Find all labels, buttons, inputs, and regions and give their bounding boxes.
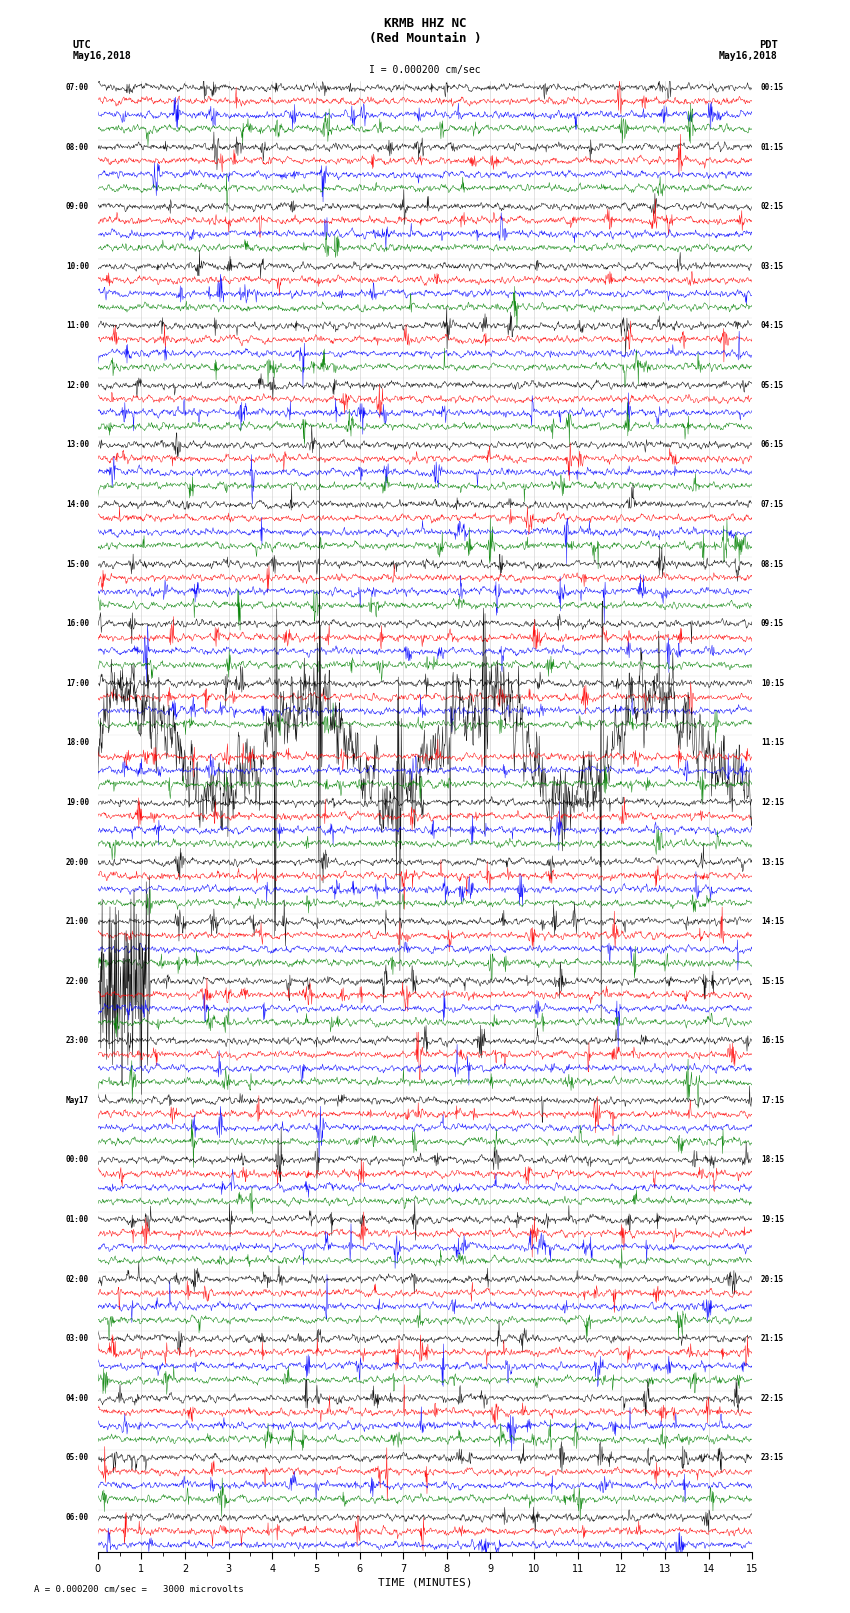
- Text: 17:00: 17:00: [66, 679, 89, 687]
- Text: 00:15: 00:15: [761, 82, 784, 92]
- Text: 02:15: 02:15: [761, 202, 784, 211]
- Text: May16,2018: May16,2018: [719, 50, 778, 61]
- Text: 16:15: 16:15: [761, 1036, 784, 1045]
- Text: UTC: UTC: [72, 39, 91, 50]
- Text: 12:15: 12:15: [761, 798, 784, 806]
- Text: 14:15: 14:15: [761, 918, 784, 926]
- Text: 11:00: 11:00: [66, 321, 89, 331]
- Text: 17:15: 17:15: [761, 1095, 784, 1105]
- Text: I = 0.000200 cm/sec: I = 0.000200 cm/sec: [369, 65, 481, 76]
- Text: 20:15: 20:15: [761, 1274, 784, 1284]
- Text: May16,2018: May16,2018: [72, 50, 131, 61]
- Title: KRMB HHZ NC
(Red Mountain ): KRMB HHZ NC (Red Mountain ): [369, 16, 481, 45]
- Text: 13:15: 13:15: [761, 858, 784, 866]
- Text: 05:15: 05:15: [761, 381, 784, 390]
- Text: 15:15: 15:15: [761, 977, 784, 986]
- Text: 01:00: 01:00: [66, 1215, 89, 1224]
- Text: 19:15: 19:15: [761, 1215, 784, 1224]
- Text: 06:15: 06:15: [761, 440, 784, 450]
- Text: 01:15: 01:15: [761, 142, 784, 152]
- Text: 12:00: 12:00: [66, 381, 89, 390]
- Text: 22:00: 22:00: [66, 977, 89, 986]
- Text: 00:00: 00:00: [66, 1155, 89, 1165]
- Text: 03:15: 03:15: [761, 261, 784, 271]
- Text: 15:00: 15:00: [66, 560, 89, 569]
- Text: 03:00: 03:00: [66, 1334, 89, 1344]
- Text: 05:00: 05:00: [66, 1453, 89, 1463]
- Text: 04:00: 04:00: [66, 1394, 89, 1403]
- Text: 08:15: 08:15: [761, 560, 784, 569]
- Text: 02:00: 02:00: [66, 1274, 89, 1284]
- Text: 07:15: 07:15: [761, 500, 784, 510]
- Text: 07:00: 07:00: [66, 82, 89, 92]
- Text: 09:00: 09:00: [66, 202, 89, 211]
- Text: 11:15: 11:15: [761, 739, 784, 747]
- Text: 16:00: 16:00: [66, 619, 89, 627]
- Text: May17: May17: [66, 1095, 89, 1105]
- Text: A = 0.000200 cm/sec =   3000 microvolts: A = 0.000200 cm/sec = 3000 microvolts: [34, 1584, 244, 1594]
- Text: 10:00: 10:00: [66, 261, 89, 271]
- Text: 23:00: 23:00: [66, 1036, 89, 1045]
- Text: 21:00: 21:00: [66, 918, 89, 926]
- Text: PDT: PDT: [759, 39, 778, 50]
- Text: 08:00: 08:00: [66, 142, 89, 152]
- Text: 19:00: 19:00: [66, 798, 89, 806]
- Text: 22:15: 22:15: [761, 1394, 784, 1403]
- Text: 20:00: 20:00: [66, 858, 89, 866]
- Text: 21:15: 21:15: [761, 1334, 784, 1344]
- Text: 23:15: 23:15: [761, 1453, 784, 1463]
- Text: 04:15: 04:15: [761, 321, 784, 331]
- Text: 18:00: 18:00: [66, 739, 89, 747]
- X-axis label: TIME (MINUTES): TIME (MINUTES): [377, 1578, 473, 1587]
- Text: 18:15: 18:15: [761, 1155, 784, 1165]
- Text: 10:15: 10:15: [761, 679, 784, 687]
- Text: 14:00: 14:00: [66, 500, 89, 510]
- Text: 06:00: 06:00: [66, 1513, 89, 1523]
- Text: 13:00: 13:00: [66, 440, 89, 450]
- Text: 09:15: 09:15: [761, 619, 784, 627]
